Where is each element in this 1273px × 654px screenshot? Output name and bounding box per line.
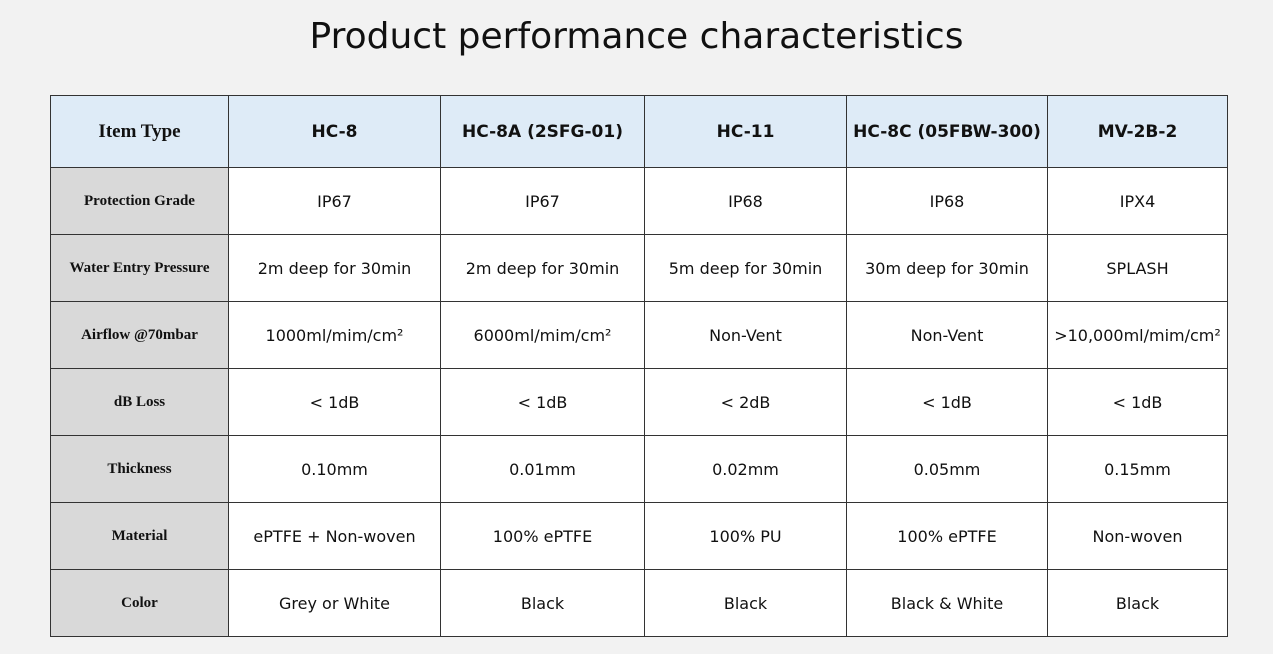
row-label: Color (50, 569, 229, 637)
table-row: Material ePTFE + Non-woven 100% ePTFE 100% … (50, 502, 1228, 570)
table-cell: 5m deep for 30min (644, 234, 847, 302)
table-cell: IP67 (228, 167, 441, 235)
table-cell: 100% ePTFE (440, 502, 645, 570)
table-cell: < 2dB (644, 368, 847, 436)
table-body: Item Type HC-8 HC-8A (2SFG-01) HC-11 HC-8C (… (50, 95, 1228, 637)
table-cell: 0.05mm (846, 435, 1048, 503)
table-cell: Black (644, 569, 847, 637)
table-cell: 2m deep for 30min (228, 234, 441, 302)
table-row: Thickness 0.10mm 0.01mm 0.02mm 0.05mm 0.15mm (50, 435, 1228, 503)
column-header: HC-8C (05FBW-300) (846, 95, 1048, 168)
table-row: Airflow @70mbar 1000ml/mim/cm² 6000ml/mim/… (50, 301, 1228, 369)
table-cell: 0.02mm (644, 435, 847, 503)
column-header: HC-11 (644, 95, 847, 168)
table-cell: < 1dB (440, 368, 645, 436)
table-cell: < 1dB (846, 368, 1048, 436)
table-cell: ePTFE + Non-woven (228, 502, 441, 570)
page-title: Product performance characteristics (309, 16, 964, 57)
table-cell: < 1dB (1047, 368, 1228, 436)
table-row: Color Grey or White Black Black Black & Whit… (50, 569, 1228, 637)
table-cell: IP68 (846, 167, 1048, 235)
row-label: dB Loss (50, 368, 229, 436)
row-label: Thickness (50, 435, 229, 503)
column-header: HC-8 (228, 95, 441, 168)
table-cell: < 1dB (228, 368, 441, 436)
table-cell: IP68 (644, 167, 847, 235)
table-row: dB Loss < 1dB < 1dB < 2dB < 1dB < 1dB (50, 368, 1228, 436)
table-cell: Black (440, 569, 645, 637)
table-cell: 0.10mm (228, 435, 441, 503)
row-label: Material (50, 502, 229, 570)
header-row: Item Type HC-8 HC-8A (2SFG-01) HC-11 HC-8C (… (50, 95, 1228, 168)
table-cell: IP67 (440, 167, 645, 235)
row-label: Water Entry Pressure (50, 234, 229, 302)
table-cell: 100% PU (644, 502, 847, 570)
table-cell: IPX4 (1047, 167, 1228, 235)
table-cell: 100% ePTFE (846, 502, 1048, 570)
table-row: Water Entry Pressure 2m deep for 30min 2m … (50, 234, 1228, 302)
spec-table: Item Type HC-8 HC-8A (2SFG-01) HC-11 HC-8C (… (50, 95, 1228, 637)
table-cell: 0.01mm (440, 435, 645, 503)
table-cell: 0.15mm (1047, 435, 1228, 503)
table-cell: Non-Vent (644, 301, 847, 369)
row-label: Airflow @70mbar (50, 301, 229, 369)
column-header: HC-8A (2SFG-01) (440, 95, 645, 168)
table-cell: 1000ml/mim/cm² (228, 301, 441, 369)
table-cell: >10,000ml/mim/cm² (1047, 301, 1228, 369)
table-row: Protection Grade IP67 IP67 IP68 IP68 IPX4 (50, 167, 1228, 235)
table-cell: Non-Vent (846, 301, 1048, 369)
table-cell: 30m deep for 30min (846, 234, 1048, 302)
row-label: Item Type (50, 95, 229, 168)
table-cell: Grey or White (228, 569, 441, 637)
table-cell: Non-woven (1047, 502, 1228, 570)
table-cell: Black (1047, 569, 1228, 637)
table-cell: 6000ml/mim/cm² (440, 301, 645, 369)
table-cell: Black & White (846, 569, 1048, 637)
table-cell: SPLASH (1047, 234, 1228, 302)
row-label: Protection Grade (50, 167, 229, 235)
column-header: MV-2B-2 (1047, 95, 1228, 168)
table-cell: 2m deep for 30min (440, 234, 645, 302)
